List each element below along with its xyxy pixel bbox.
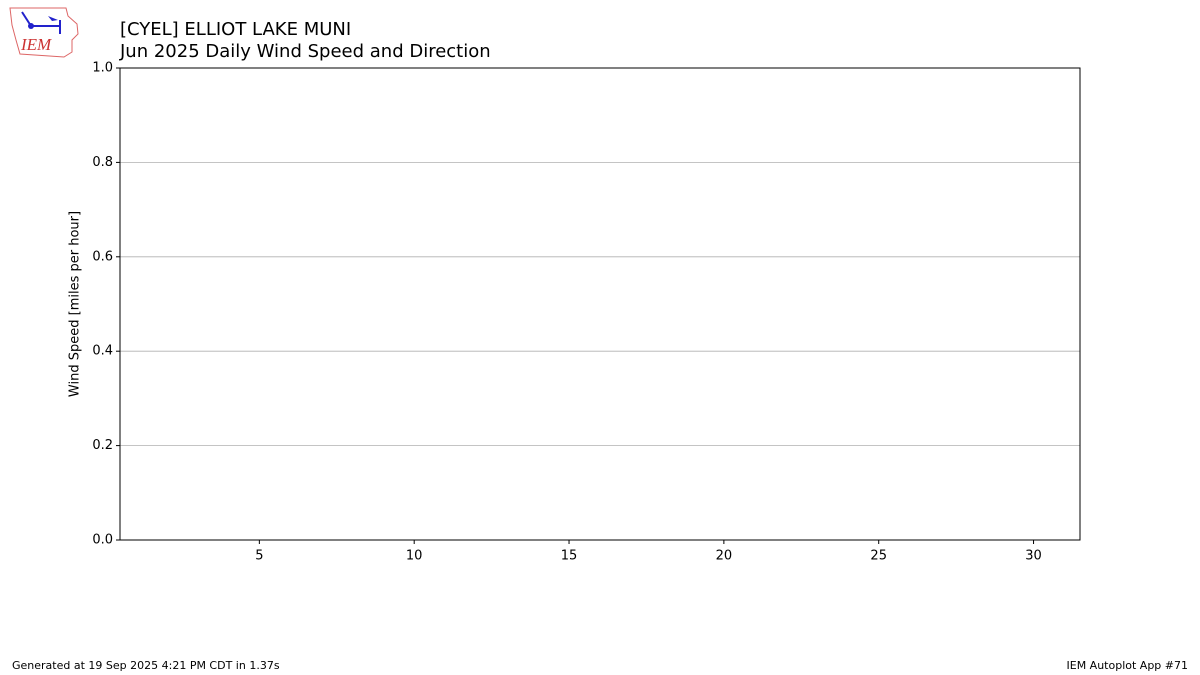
chart-title: [CYEL] ELLIOT LAKE MUNI: [120, 19, 351, 40]
x-tick-label: 25: [870, 549, 887, 564]
y-axis-label: Wind Speed [miles per hour]: [68, 211, 83, 397]
y-tick-label: 1.0: [92, 61, 113, 76]
logo-text: IEM: [20, 35, 52, 54]
x-tick-label: 15: [561, 549, 578, 564]
chart-subtitle: Jun 2025 Daily Wind Speed and Direction: [119, 41, 491, 62]
y-tick-label: 0.8: [92, 155, 113, 170]
x-tick-label: 20: [716, 549, 733, 564]
y-tick-label: 0.2: [92, 438, 113, 453]
x-tick-label: 5: [255, 549, 263, 564]
axes-frame: [119, 67, 1081, 541]
y-tick-label: 0.4: [92, 344, 113, 359]
footer-right: IEM Autoplot App #71: [1067, 659, 1189, 672]
y-tick-label: 0.6: [92, 249, 113, 264]
plot-area: 0.0 0.2 0.4 0.6 0.8 1.0 5 10 15 20 25 30: [92, 61, 1080, 564]
logo: IEM: [9, 7, 79, 58]
x-tick-label: 30: [1025, 549, 1042, 564]
x-tick-label: 10: [406, 549, 423, 564]
y-tick-label: 0.0: [92, 533, 113, 548]
footer-left: Generated at 19 Sep 2025 4:21 PM CDT in …: [12, 659, 280, 672]
